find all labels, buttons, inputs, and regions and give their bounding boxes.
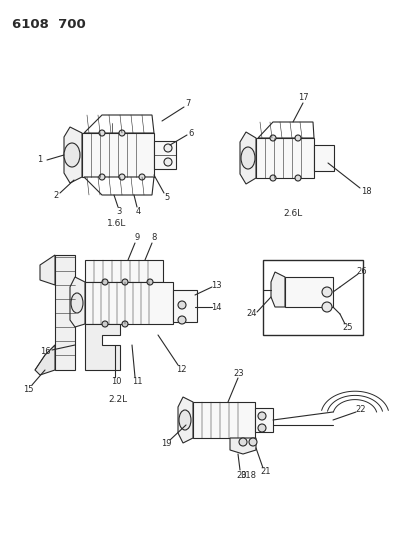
Bar (193, 402, 255, 438)
Ellipse shape (322, 287, 332, 297)
Bar (173, 290, 197, 322)
Text: 13: 13 (211, 280, 221, 289)
Ellipse shape (295, 135, 301, 141)
Text: 6: 6 (188, 128, 194, 138)
Bar (314, 145, 334, 171)
Text: 7: 7 (185, 100, 191, 109)
Polygon shape (104, 123, 127, 133)
Polygon shape (85, 324, 120, 370)
Text: 1.6L: 1.6L (107, 219, 127, 228)
Ellipse shape (64, 143, 80, 167)
Polygon shape (40, 255, 55, 285)
Text: 4: 4 (135, 207, 141, 216)
Text: 12: 12 (176, 365, 186, 374)
Bar (85, 260, 163, 282)
Polygon shape (230, 438, 256, 454)
Ellipse shape (122, 279, 128, 285)
Ellipse shape (119, 130, 125, 136)
Text: 23: 23 (234, 368, 244, 377)
Text: 2.6L: 2.6L (284, 208, 303, 217)
Text: 318: 318 (240, 471, 256, 480)
Text: 5: 5 (164, 192, 170, 201)
Ellipse shape (239, 438, 247, 446)
Ellipse shape (147, 279, 153, 285)
Text: 11: 11 (132, 377, 142, 386)
Polygon shape (84, 115, 154, 133)
Ellipse shape (102, 279, 108, 285)
Ellipse shape (270, 135, 276, 141)
Ellipse shape (295, 175, 301, 181)
Text: 18: 18 (361, 187, 371, 196)
Text: 14: 14 (211, 303, 221, 311)
Ellipse shape (164, 144, 172, 152)
Text: 8: 8 (151, 233, 157, 243)
Text: 21: 21 (261, 467, 271, 477)
Text: 3: 3 (116, 207, 122, 216)
Ellipse shape (178, 301, 186, 309)
Text: 16: 16 (40, 346, 50, 356)
Bar (256, 138, 314, 178)
Polygon shape (84, 177, 154, 195)
Ellipse shape (99, 174, 105, 180)
Ellipse shape (71, 293, 83, 313)
Bar (82, 133, 154, 177)
Polygon shape (240, 132, 256, 184)
Ellipse shape (178, 316, 186, 324)
Text: 1: 1 (38, 156, 42, 165)
Text: 17: 17 (298, 93, 308, 102)
Ellipse shape (258, 412, 266, 420)
Polygon shape (35, 345, 55, 375)
Text: 20: 20 (237, 471, 247, 480)
Ellipse shape (99, 130, 105, 136)
Ellipse shape (179, 410, 191, 430)
Bar (263, 260, 363, 335)
Text: 10: 10 (111, 377, 121, 386)
Ellipse shape (270, 175, 276, 181)
Ellipse shape (241, 147, 255, 169)
Text: 24: 24 (247, 310, 257, 319)
Polygon shape (55, 255, 165, 370)
Ellipse shape (322, 302, 332, 312)
Bar (285, 277, 333, 307)
Text: 9: 9 (134, 233, 140, 243)
Text: 2.2L: 2.2L (109, 394, 128, 403)
Ellipse shape (249, 438, 257, 446)
Text: 26: 26 (357, 268, 367, 277)
Bar (255, 408, 273, 432)
Text: 19: 19 (161, 439, 171, 448)
Bar (85, 282, 173, 324)
Ellipse shape (139, 174, 145, 180)
Polygon shape (271, 272, 285, 307)
Text: 25: 25 (343, 322, 353, 332)
Ellipse shape (102, 321, 108, 327)
Text: 2: 2 (53, 191, 59, 200)
Text: 22: 22 (356, 406, 366, 415)
Polygon shape (178, 397, 193, 443)
Polygon shape (64, 127, 82, 183)
Ellipse shape (119, 174, 125, 180)
Polygon shape (258, 122, 314, 138)
Polygon shape (70, 277, 85, 327)
Ellipse shape (258, 424, 266, 432)
Ellipse shape (122, 321, 128, 327)
Text: 6108  700: 6108 700 (12, 18, 86, 31)
Bar (154, 141, 176, 169)
Text: 15: 15 (23, 384, 33, 393)
Ellipse shape (164, 158, 172, 166)
